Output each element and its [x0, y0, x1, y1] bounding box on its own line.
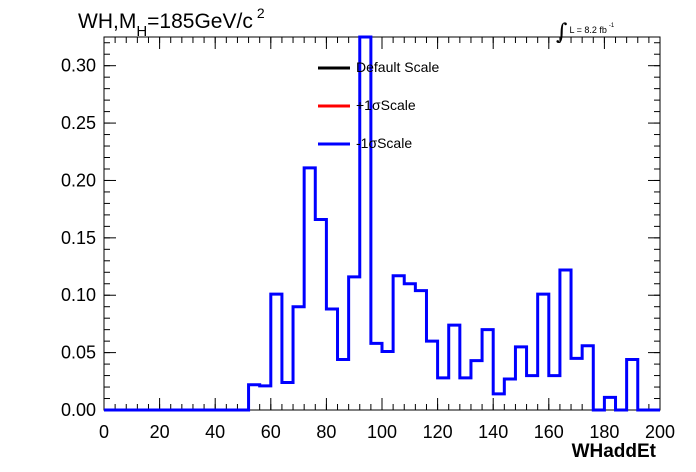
x-tick-label: 100 — [367, 422, 397, 442]
x-tick-label: 120 — [423, 422, 453, 442]
plot-frame — [103, 36, 661, 411]
integral-symbol: ∫ — [556, 20, 568, 45]
x-tick-label: 160 — [534, 422, 564, 442]
y-tick-label: 0.15 — [61, 228, 96, 248]
legend-entry-label: -1σScale — [356, 135, 413, 151]
luminosity-label: ∫ L = 8.2 fb -1 — [556, 14, 615, 45]
x-tick-label: 180 — [589, 422, 619, 442]
y-tick-label: 0.05 — [61, 343, 96, 363]
title-rest: =185GeV/c — [147, 10, 253, 33]
luminosity-superscript: -1 — [608, 23, 615, 29]
chart-title: WH,MH=185GeV/c 2 — [78, 5, 265, 40]
y-tick-label: 0.20 — [61, 170, 96, 190]
series-layer — [104, 35, 660, 412]
x-tick-label: 20 — [150, 422, 170, 442]
x-tick-label: 40 — [205, 422, 225, 442]
legend-lines — [318, 66, 350, 146]
x-tick-label: 80 — [316, 422, 336, 442]
x-tick-label: 0 — [99, 422, 109, 442]
title-superscript: 2 — [256, 5, 265, 21]
y-tick-label: 0.25 — [61, 113, 96, 133]
title-main: WH,M — [78, 10, 137, 33]
luminosity-text: L = 8.2 fb — [569, 25, 607, 35]
legend-entry-label: +1σScale — [356, 97, 416, 113]
x-axis-label: WHaddEt — [571, 441, 656, 462]
y-axis: 0.00 0.05 0.10 0.15 0.20 0.25 0.30 — [61, 42, 660, 420]
series-line — [104, 35, 660, 412]
y-tick-label: 0.10 — [61, 285, 96, 305]
title-subscript: H — [136, 23, 148, 40]
x-tick-label: 200 — [645, 422, 675, 442]
y-tick-label: 0.30 — [61, 56, 96, 76]
y-tick-label: 0.00 — [61, 400, 96, 420]
legend-entry-label: Default Scale — [356, 59, 440, 75]
x-tick-label: 60 — [261, 422, 281, 442]
x-tick-label: 140 — [478, 422, 508, 442]
